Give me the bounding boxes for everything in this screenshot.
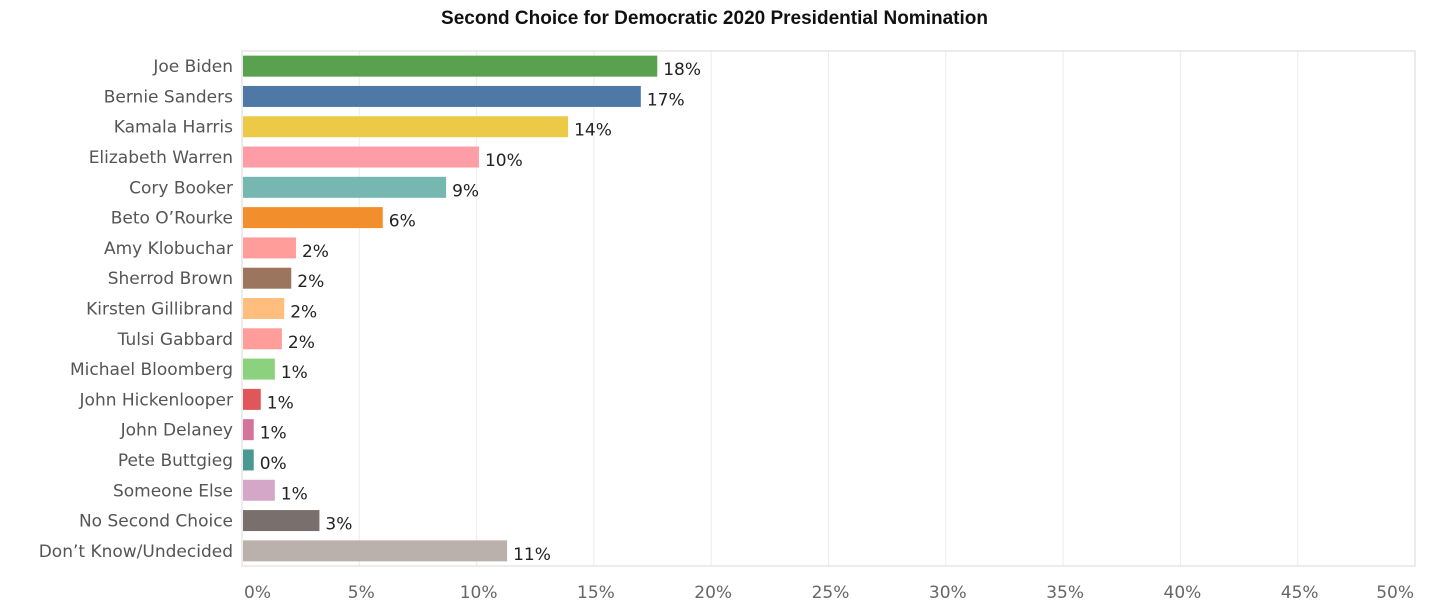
- x-tick-label: 0%: [244, 583, 271, 603]
- bar: [243, 358, 275, 380]
- data-label: 1%: [260, 424, 287, 444]
- x-tick-label: 10%: [460, 583, 498, 603]
- data-label: 11%: [513, 545, 551, 565]
- x-tick-label: 45%: [1281, 583, 1319, 603]
- data-label: 0%: [260, 454, 287, 474]
- bar: [243, 388, 261, 410]
- category-label: Joe Biden: [152, 57, 233, 77]
- bar: [243, 116, 569, 138]
- bar: [243, 449, 254, 471]
- bar: [243, 510, 320, 532]
- data-label: 1%: [281, 484, 308, 504]
- data-label: 2%: [290, 303, 317, 323]
- data-label: 10%: [485, 151, 523, 171]
- data-label: 2%: [288, 333, 315, 353]
- category-label: Beto O’Rourke: [111, 209, 233, 229]
- plot-frame: [241, 50, 1416, 567]
- category-label: Sherrod Brown: [108, 269, 233, 289]
- category-labels: Joe Biden Bernie Sanders Kamala Harris Eliz…: [39, 57, 233, 562]
- bar: [243, 328, 282, 350]
- category-label: Elizabeth Warren: [89, 148, 233, 168]
- category-label: No Second Choice: [79, 512, 233, 532]
- bar: [243, 267, 292, 289]
- category-label: Someone Else: [113, 481, 233, 501]
- data-label: 2%: [297, 272, 324, 292]
- category-label: John Delaney: [120, 421, 233, 441]
- data-label: 6%: [389, 212, 416, 232]
- x-tick-label: 50%: [1376, 583, 1414, 603]
- value-labels: 18% 17% 14% 10% 9% 6% 2% 2% 2% 2% 1% 1% 1% 0% 1% 3% 11%: [260, 60, 701, 565]
- data-label: 2%: [302, 242, 329, 262]
- category-label: Kirsten Gillibrand: [86, 300, 233, 320]
- bar: [243, 207, 383, 229]
- x-tick-label: 25%: [812, 583, 850, 603]
- chart-title: Second Choice for Democratic 2020 Presid…: [441, 8, 988, 29]
- category-label: Kamala Harris: [114, 118, 233, 138]
- data-label: 17%: [647, 90, 685, 110]
- x-tick-label: 5%: [348, 583, 375, 603]
- bar: [243, 540, 508, 562]
- data-label: 18%: [663, 60, 701, 80]
- data-label: 9%: [452, 181, 479, 201]
- bar: [243, 419, 254, 441]
- bars: [243, 55, 658, 562]
- data-label: 14%: [574, 121, 612, 141]
- bar: [243, 237, 296, 259]
- x-tick-label: 30%: [929, 583, 967, 603]
- category-label: Bernie Sanders: [104, 87, 233, 107]
- x-tick-label: 20%: [694, 583, 732, 603]
- x-tick-label: 40%: [1164, 583, 1202, 603]
- x-tick-label: 15%: [577, 583, 615, 603]
- data-label: 3%: [325, 515, 352, 535]
- bar: [243, 146, 479, 168]
- bar: [243, 176, 447, 198]
- category-label: Cory Booker: [129, 178, 233, 198]
- bar: [243, 479, 275, 501]
- data-label: 1%: [267, 393, 294, 413]
- x-axis-ticks: 0% 5% 10% 15% 20% 25% 30% 35% 40% 45% 50%: [244, 583, 1414, 603]
- category-label: Don’t Know/Undecided: [39, 542, 233, 562]
- category-label: Michael Bloomberg: [70, 360, 233, 380]
- bar: [243, 85, 641, 107]
- category-label: John Hickenlooper: [79, 390, 233, 410]
- bar: [243, 298, 285, 319]
- bar: [243, 55, 658, 77]
- data-label: 1%: [281, 363, 308, 383]
- category-label: Tulsi Gabbard: [117, 330, 233, 350]
- category-label: Amy Klobuchar: [104, 239, 233, 259]
- category-label: Pete Buttgieg: [118, 451, 233, 471]
- x-tick-label: 35%: [1046, 583, 1084, 603]
